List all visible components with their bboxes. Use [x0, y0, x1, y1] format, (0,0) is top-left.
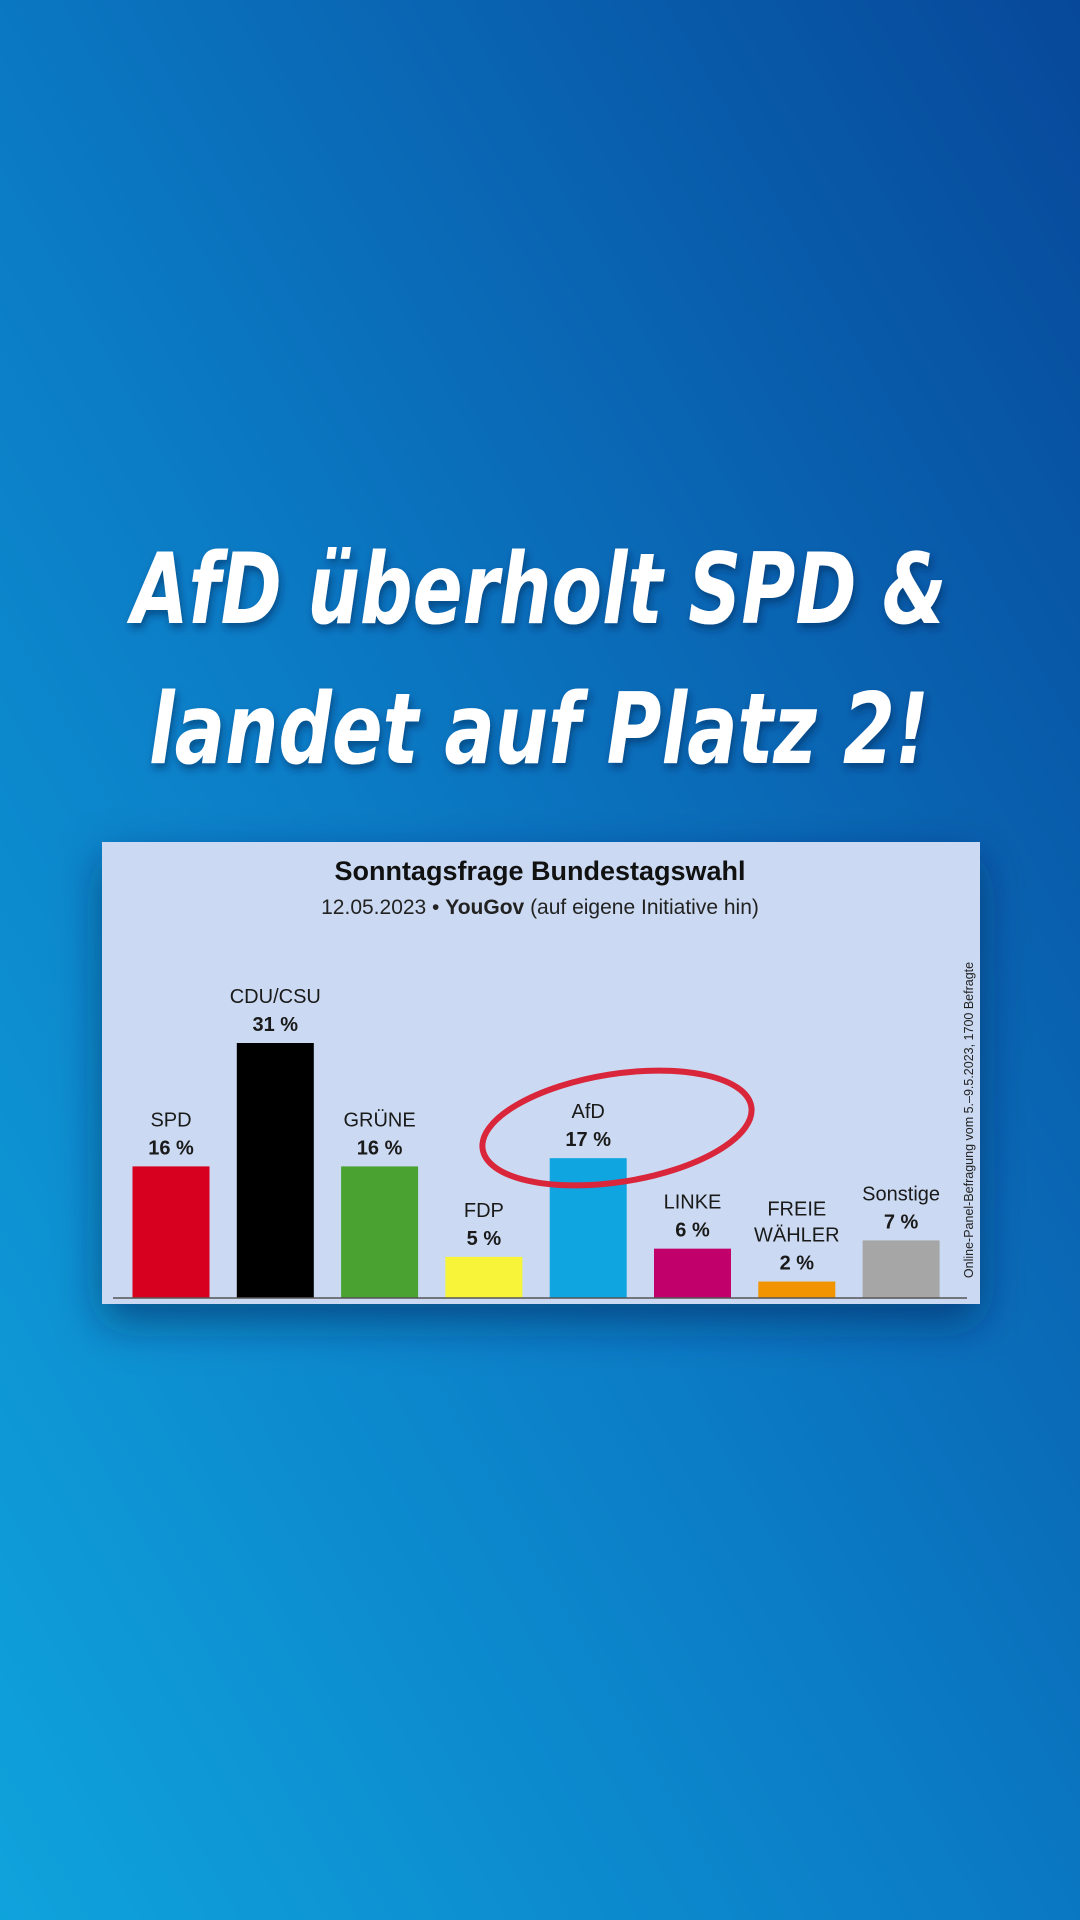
value-label: 7 % [884, 1211, 919, 1233]
value-label: 16 % [357, 1137, 403, 1159]
bar [654, 1248, 731, 1298]
value-label: 16 % [148, 1137, 194, 1159]
subtitle-note: (auf eigene Initiative hin) [530, 896, 759, 919]
bar [758, 1281, 836, 1298]
value-label: 5 % [467, 1228, 502, 1250]
value-label: 31 % [253, 1014, 299, 1036]
bar [445, 1256, 523, 1298]
subtitle-source: YouGov [445, 896, 524, 919]
chart-title: Sonntagsfrage Bundestagswahl [334, 856, 745, 886]
bar [341, 1166, 419, 1298]
bars: 16 % SPD 31 % CDU/CSU 16 % GRÜNE 5 % FDP 17 % AfD… [132, 986, 940, 1298]
category-label: SPD [150, 1109, 191, 1131]
category-label: AfD [572, 1101, 605, 1123]
bar [236, 1043, 314, 1298]
headline: landet auf Platz 2! [149, 673, 929, 787]
category-label: FREIE WÄHLER [754, 1199, 840, 1247]
headline: AfD überholt SPD & [126, 533, 946, 647]
bar [549, 1158, 627, 1298]
category-label: FDP [464, 1200, 504, 1222]
subtitle-date: 12.05.2023 • [321, 896, 439, 919]
value-label: 17 % [565, 1129, 611, 1151]
value-label: 2 % [780, 1253, 815, 1275]
category-label: Sonstige [862, 1183, 940, 1205]
value-label: 6 % [675, 1220, 710, 1242]
bar [132, 1166, 210, 1298]
category-label: GRÜNE [343, 1109, 415, 1131]
bar [862, 1240, 940, 1298]
category-label: CDU/CSU [230, 986, 321, 1008]
chart-subtitle: 12.05.2023 • YouGov (auf eigene Initiati… [321, 896, 759, 919]
side-note: Online-Panel-Befragung vom 5.–9.5.2023, … [962, 962, 976, 1278]
highlight-circle [479, 1067, 755, 1189]
category-label: LINKE [664, 1192, 722, 1214]
